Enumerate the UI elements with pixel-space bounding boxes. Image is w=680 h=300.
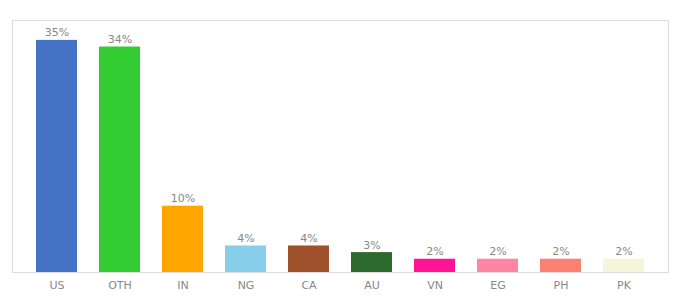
svg-text:4%: 4% — [300, 232, 317, 245]
svg-text:2%: 2% — [615, 245, 632, 258]
svg-text:4%: 4% — [237, 232, 254, 245]
svg-text:OTH: OTH — [108, 279, 132, 292]
svg-text:VN: VN — [427, 279, 443, 292]
svg-text:3%: 3% — [363, 239, 380, 252]
svg-text:US: US — [49, 279, 64, 292]
svg-text:PH: PH — [554, 279, 569, 292]
svg-text:NG: NG — [238, 279, 255, 292]
svg-text:10%: 10% — [171, 192, 195, 205]
svg-text:2%: 2% — [426, 245, 443, 258]
svg-text:PK: PK — [617, 279, 632, 292]
svg-text:2%: 2% — [489, 245, 506, 258]
svg-text:2%: 2% — [552, 245, 569, 258]
svg-text:EG: EG — [490, 279, 505, 292]
svg-text:IN: IN — [177, 279, 188, 292]
svg-text:CA: CA — [301, 279, 317, 292]
svg-text:AU: AU — [364, 279, 380, 292]
svg-text:34%: 34% — [108, 33, 132, 46]
svg-text:35%: 35% — [45, 26, 69, 39]
